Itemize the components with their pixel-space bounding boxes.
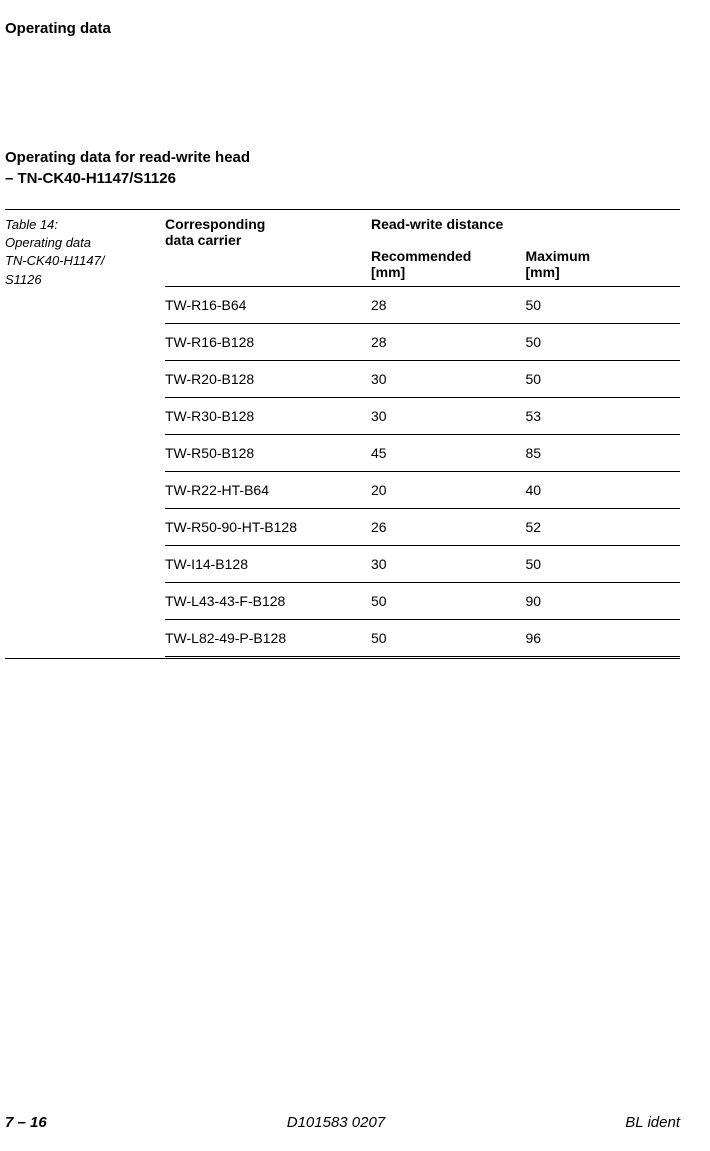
caption-line4: S1126 [5,272,42,287]
table-row: TW-R16-B64 28 50 [165,287,680,324]
table-row: TW-L43-43-F-B128 50 90 [165,583,680,620]
cell-carrier: TW-R16-B128 [165,324,371,361]
table-row: TW-R22-HT-B64 20 40 [165,472,680,509]
table-body: TW-R16-B64 28 50 TW-R16-B128 28 50 TW-R2… [165,287,680,657]
cell-carrier: TW-R30-B128 [165,398,371,435]
cell-recommended: 28 [371,324,526,361]
header-distance: Read-write distance [371,210,680,242]
cell-carrier: TW-I14-B128 [165,546,371,583]
cell-recommended: 26 [371,509,526,546]
operating-data-table: Corresponding data carrier Read-write di… [165,210,680,657]
cell-maximum: 50 [526,324,681,361]
section-title-line1: Operating data for read-write head [5,149,250,166]
cell-recommended: 20 [371,472,526,509]
cell-recommended: 45 [371,435,526,472]
cell-recommended: 50 [371,583,526,620]
section-title-line2: – TN-CK40-H1147/S1126 [5,170,176,187]
cell-maximum: 50 [526,546,681,583]
header-maximum-line2: [mm] [526,264,560,280]
table-row: TW-R50-B128 45 85 [165,435,680,472]
cell-recommended: 30 [371,398,526,435]
header-recommended-line2: [mm] [371,264,405,280]
table-row: TW-R30-B128 30 53 [165,398,680,435]
page-header: Operating data [5,20,680,37]
header-maximum: Maximum [mm] [526,242,681,287]
footer-brand: BL ident [625,1114,680,1131]
table-row: TW-R20-B128 30 50 [165,361,680,398]
header-carrier-line2: data carrier [165,232,241,248]
section-title: Operating data for read-write head – TN-… [5,147,680,189]
cell-carrier: TW-L82-49-P-B128 [165,620,371,657]
cell-carrier: TW-R50-B128 [165,435,371,472]
table-header-row-main: Corresponding data carrier Read-write di… [165,210,680,242]
cell-maximum: 53 [526,398,681,435]
footer-doc-id: D101583 0207 [287,1114,385,1131]
table-row: TW-L82-49-P-B128 50 96 [165,620,680,657]
cell-maximum: 52 [526,509,681,546]
page-footer: 7 – 16 D101583 0207 BL ident [5,1114,680,1131]
cell-maximum: 40 [526,472,681,509]
table-row: TW-I14-B128 30 50 [165,546,680,583]
header-recommended: Recommended [mm] [371,242,526,287]
cell-carrier: TW-R22-HT-B64 [165,472,371,509]
caption-line2: Operating data [5,235,91,250]
table-row: TW-R16-B128 28 50 [165,324,680,361]
caption-line3: TN-CK40-H1147/ [5,253,104,268]
header-recommended-line1: Recommended [371,248,471,264]
table-caption: Table 14: Operating data TN-CK40-H1147/ … [5,210,145,657]
header-carrier: Corresponding data carrier [165,210,371,287]
cell-carrier: TW-L43-43-F-B128 [165,583,371,620]
footer-page-number: 7 – 16 [5,1114,47,1131]
table-container: Table 14: Operating data TN-CK40-H1147/ … [5,209,680,659]
cell-carrier: TW-R20-B128 [165,361,371,398]
cell-recommended: 30 [371,361,526,398]
header-maximum-line1: Maximum [526,248,591,264]
cell-recommended: 30 [371,546,526,583]
table-row: TW-R50-90-HT-B128 26 52 [165,509,680,546]
cell-maximum: 50 [526,361,681,398]
cell-carrier: TW-R16-B64 [165,287,371,324]
cell-maximum: 96 [526,620,681,657]
header-carrier-line1: Corresponding [165,216,265,232]
cell-recommended: 50 [371,620,526,657]
cell-maximum: 85 [526,435,681,472]
cell-maximum: 50 [526,287,681,324]
cell-carrier: TW-R50-90-HT-B128 [165,509,371,546]
content-row: Table 14: Operating data TN-CK40-H1147/ … [5,210,680,657]
cell-maximum: 90 [526,583,681,620]
cell-recommended: 28 [371,287,526,324]
caption-line1: Table 14: [5,217,58,232]
